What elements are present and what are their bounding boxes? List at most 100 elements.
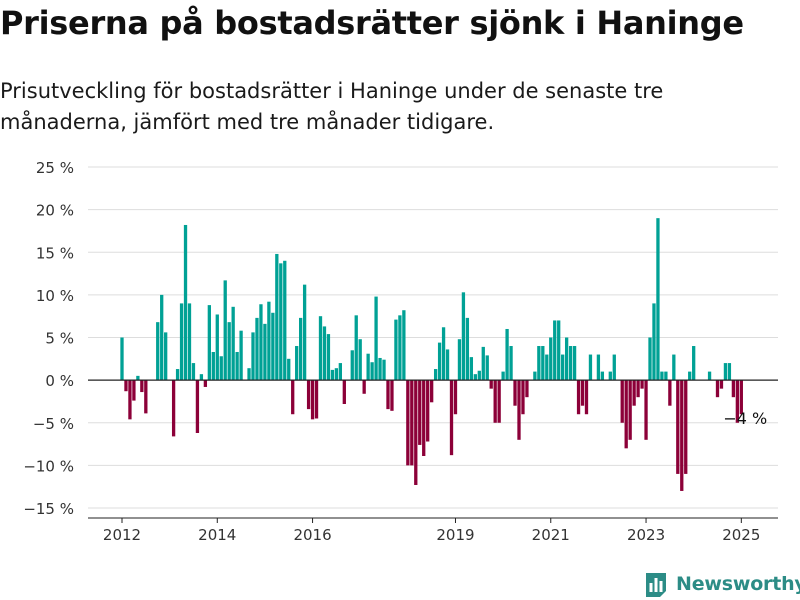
y-tick-label: 20 % [36,202,74,220]
bar-positive [652,303,656,381]
bar-positive [727,363,732,381]
bar-positive [541,346,545,381]
bar-positive [330,369,335,381]
last-value-label: −4 % [723,409,767,428]
bar-positive [612,354,616,381]
bar-positive [350,350,354,381]
bar-positive [318,316,323,381]
bar-negative [719,380,724,389]
bar-positive [564,337,569,381]
bar-positive [457,339,462,381]
bar-negative [580,380,585,406]
bar-positive [465,317,470,381]
bar-positive [255,317,259,381]
bar-positive [481,346,485,381]
bar-positive [187,303,192,381]
bar-positive [231,306,235,381]
bar-positive [672,354,676,381]
bar-positive [509,346,513,381]
bar-negative [430,380,434,403]
bar-negative [306,380,311,410]
bar-negative [636,380,640,398]
bar-positive [707,371,712,381]
bar-positive [485,355,489,381]
bar-negative [195,380,200,433]
bar-positive [537,346,541,381]
y-tick-label: 25 % [36,159,74,177]
brand-name: Newsworthy [676,573,800,595]
bar-negative [410,380,414,466]
bar-positive [394,319,398,381]
bar-negative [406,380,410,466]
bar-negative [684,380,688,474]
bar-negative [620,380,624,423]
bar-positive [469,357,474,381]
bar-positive [338,363,342,381]
bar-negative [140,380,144,393]
bar-positive [183,224,188,381]
bar-positive [179,303,184,381]
bar-positive [160,294,164,381]
bar-positive [235,351,239,381]
bar-negative [310,380,315,420]
bar-negative [739,380,743,415]
bar-negative [735,380,739,423]
x-tick-label: 2014 [198,526,236,544]
bar-positive [287,358,291,381]
bar-negative [203,380,208,387]
bar-negative [668,380,672,406]
bar-positive [660,371,664,381]
bar-positive [267,301,271,381]
bar-positive [239,330,243,381]
bar-positive [445,349,450,381]
bar-positive [175,369,180,381]
bar-negative [576,380,581,415]
bar-positive [275,253,279,381]
bar-positive [688,371,692,381]
bar-negative [422,380,426,456]
bar-positive [207,305,211,381]
bar-positive [120,337,124,381]
bar-positive [334,368,339,381]
bar-positive [259,304,263,381]
bar-positive [199,374,204,381]
chart-title: Priserna på bostadsrätter sjönk i Haning… [0,4,744,42]
bar-negative [342,380,346,404]
bar-positive [648,337,652,381]
bar-negative [628,380,632,440]
bar-positive [283,260,287,381]
bar-negative [640,380,644,389]
y-tick-label: 5 % [45,330,74,348]
bar-positive [692,346,696,381]
bar-negative [314,380,319,419]
bar-negative [128,380,132,420]
bar-positive [263,323,267,381]
bar-positive [223,280,227,381]
bar-positive [600,371,605,381]
bar-positive [568,346,573,381]
bar-positive [561,354,565,381]
bar-positive [477,370,481,381]
brand-logo: Newsworthy [644,568,800,600]
bar-negative [513,380,517,406]
bar-positive [382,359,386,381]
y-tick-label: −15 % [23,500,74,518]
bar-positive [402,310,406,381]
bar-negative [386,380,390,410]
bar-positive [211,351,215,381]
bar-positive [191,363,196,381]
bar-negative [426,380,430,442]
bar-positive [251,332,255,381]
y-tick-label: 0 % [45,372,74,390]
bar-positive [505,328,509,381]
x-tick-label: 2025 [722,526,760,544]
bar-positive [279,263,283,381]
bar-positive [374,296,378,381]
bar-positive [271,312,275,381]
bar-positive [247,368,251,381]
bar-positive [553,320,557,381]
bar-positive [219,356,223,381]
bar-positive [227,322,231,381]
bar-positive [354,315,358,381]
